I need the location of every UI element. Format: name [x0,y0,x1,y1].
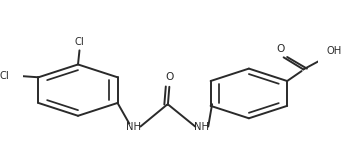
Text: Cl: Cl [75,37,84,47]
Text: NH: NH [194,122,209,132]
Text: NH: NH [127,122,142,132]
Text: OH: OH [327,46,342,56]
Text: O: O [276,44,285,54]
Text: O: O [165,72,173,82]
Text: Cl: Cl [0,71,9,81]
